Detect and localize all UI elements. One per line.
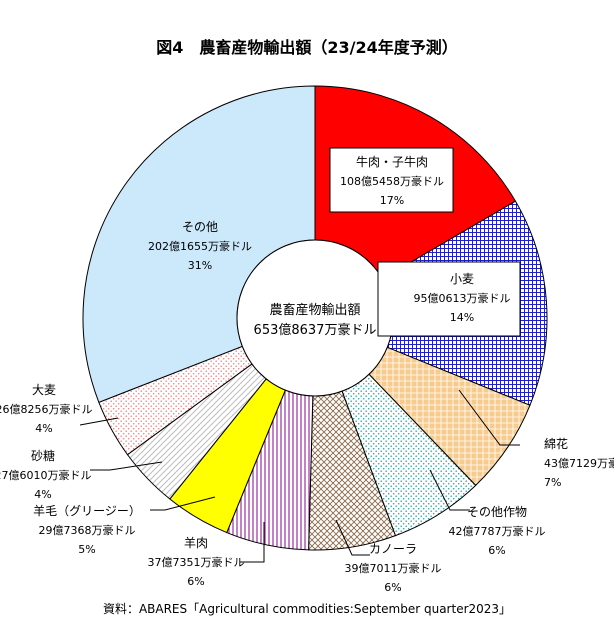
slice-label-10-line-2: 202億1655万豪ドル bbox=[148, 239, 252, 253]
slice-label-5-line-2: 39億7011万豪ドル bbox=[345, 561, 442, 575]
leader-line-3 bbox=[458, 389, 520, 446]
leader-line-5 bbox=[335, 519, 370, 556]
slice-label-2-line-2: 95億0613万豪ドル bbox=[414, 291, 511, 305]
slice-label-1-line-3: 17% bbox=[380, 194, 404, 207]
slice-label-7-line-3: 5% bbox=[78, 543, 95, 556]
slice-label-6-line-3: 6% bbox=[187, 575, 204, 588]
leader-line-9 bbox=[79, 417, 119, 426]
slice-label-10-line-1: その他 bbox=[182, 220, 218, 234]
slice-label-7-line-2: 29億7368万豪ドル bbox=[39, 523, 136, 537]
slice-label-5-line-3: 6% bbox=[384, 581, 401, 594]
chart-source: 資料：ABARES「Agricultural commodities:Septe… bbox=[102, 602, 512, 616]
slice-label-6-line-2: 37億7351万豪ドル bbox=[148, 555, 245, 569]
slice-label-9-line-2: 26億8256万豪ドル bbox=[0, 402, 93, 416]
slice-label-8-line-1: 砂糖 bbox=[31, 448, 55, 463]
slice-label-1-line-2: 108億5458万豪ドル bbox=[340, 174, 444, 188]
center-label-line-1: 農畜産物輸出額 bbox=[269, 302, 360, 318]
slice-label-4-line-1: その他作物 bbox=[467, 505, 527, 519]
leader-line-7 bbox=[150, 496, 216, 511]
slice-label-4-line-3: 6% bbox=[488, 544, 505, 557]
slice-label-8-line-2: 27億6010万豪ドル bbox=[0, 468, 92, 482]
slice-label-10-line-3: 31% bbox=[188, 259, 212, 272]
slice-label-2-line-3: 14% bbox=[450, 311, 474, 324]
slice-label-5-line-1: カノーラ bbox=[369, 542, 417, 556]
slice-label-6-line-1: 羊肉 bbox=[184, 535, 208, 550]
center-label-line-2: 653億8637万豪ドル bbox=[254, 322, 377, 338]
slice-label-7-line-1: 羊毛（グリージー） bbox=[33, 503, 141, 518]
leader-line-6 bbox=[240, 522, 265, 563]
slice-label-3-line-1: 綿花 bbox=[544, 436, 568, 451]
slice-label-3-line-2: 43億7129万豪ドル bbox=[544, 456, 614, 470]
slice-label-1-line-1: 牛肉・子牛肉 bbox=[356, 154, 428, 169]
slice-label-9-line-3: 4% bbox=[35, 422, 52, 435]
slice-label-box-2 bbox=[377, 261, 521, 337]
leader-line-8 bbox=[90, 461, 163, 471]
slice-label-2-line-1: 小麦 bbox=[450, 272, 474, 286]
donut-hole bbox=[236, 239, 394, 397]
leader-line-4 bbox=[429, 469, 470, 511]
slice-label-9-line-1: 大麦 bbox=[32, 383, 56, 397]
chart-title: 図4 農畜産物輸出額（23/24年度予測） bbox=[156, 38, 458, 57]
slice-label-box-1 bbox=[329, 147, 454, 213]
slice-label-8-line-3: 4% bbox=[34, 488, 51, 501]
slice-label-4-line-2: 42億7787万豪ドル bbox=[449, 524, 546, 538]
slice-label-3-line-3: 7% bbox=[544, 476, 561, 489]
